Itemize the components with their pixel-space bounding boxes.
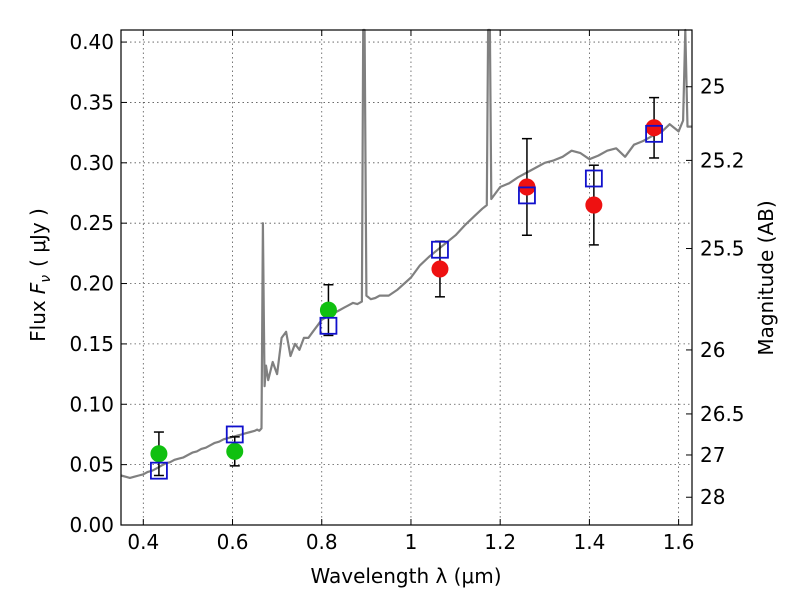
plot-frame [120, 29, 693, 526]
model-square-point [645, 124, 663, 143]
right-tick-label: 27 [700, 443, 725, 467]
right-tick-label: 28 [700, 485, 725, 509]
model-square-point [319, 316, 338, 335]
tick-layer: 0.4 0.6 0.8 1 1.2 1.4 1.6 0.00 0.05 0.10 0.15 0.20 0… [69, 30, 745, 554]
y-label-symbol-sub: ν [38, 275, 54, 283]
model-square-point [431, 240, 449, 259]
red-data-point [645, 119, 663, 137]
green-data-point [150, 445, 168, 463]
y-tick-label: 0.15 [69, 332, 114, 356]
x-tick-label: 0.6 [217, 530, 249, 554]
marker-layer [150, 119, 663, 480]
y-tick-label: 0.35 [69, 90, 114, 114]
model-square-point [150, 461, 168, 480]
green-data-point [319, 301, 337, 319]
right-tick-label: 26.5 [700, 402, 745, 426]
right-tick-label: 26 [700, 338, 725, 362]
y-tick-label: 0.10 [69, 392, 114, 416]
right-tick-label: 25 [700, 75, 725, 99]
red-data-point [585, 196, 603, 214]
y-tick-label: 0.05 [69, 453, 114, 477]
x-tick-label: 1.4 [573, 530, 605, 554]
x-tick-label: 0.8 [306, 530, 338, 554]
y-tick-label: 0.25 [69, 211, 114, 235]
y-axis-label-right: Magnitude (AB) [754, 200, 778, 355]
y-tick-label: 0.40 [69, 30, 114, 54]
y-label-prefix: Flux [26, 300, 50, 342]
y-tick-label: 0.30 [69, 151, 114, 175]
model-square-point [225, 425, 244, 444]
model-square-point [584, 169, 603, 188]
y-label-units: ( μJy ) [26, 208, 50, 267]
y-axis-label-left: Flux Fν ( μJy ) [26, 208, 54, 342]
y-tick-label: 0.00 [69, 513, 114, 537]
spectrum-line [120, 28, 692, 479]
right-tick-label: 25.5 [700, 237, 745, 261]
model-square-point [518, 186, 536, 205]
x-tick-label: 1.2 [484, 530, 516, 554]
y-tick-label: 0.20 [69, 272, 114, 296]
x-tick-label: 1.6 [663, 530, 695, 554]
x-tick-label: 0.4 [127, 530, 159, 554]
svg-text:FluxFν( μJy ): Flux Fν ( μJy ) [26, 208, 54, 342]
x-tick-label: 1 [405, 530, 418, 554]
right-tick-label: 25.2 [700, 148, 745, 172]
red-data-point [431, 260, 449, 278]
x-axis-label: Wavelength λ (μm) [310, 564, 501, 588]
y-label-symbol: F [26, 282, 50, 294]
grid-lines [121, 30, 692, 526]
spectrum-layer [120, 28, 692, 479]
green-data-point [226, 442, 244, 460]
